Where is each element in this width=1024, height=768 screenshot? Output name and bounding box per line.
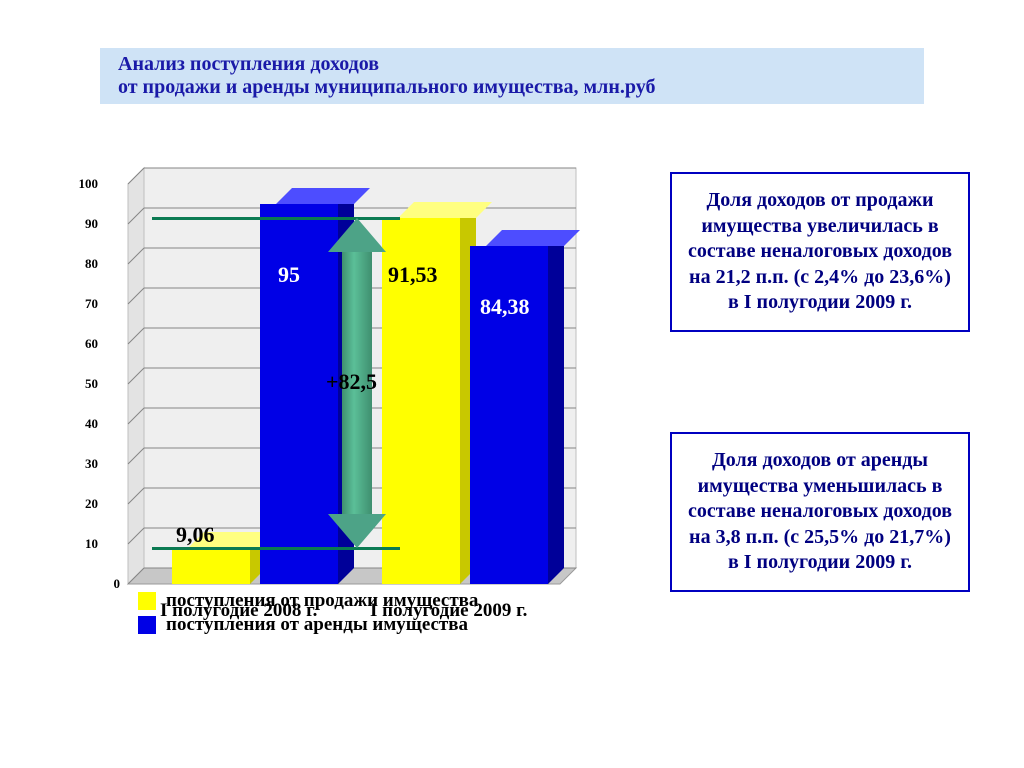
delta-label: +82,5 [326,369,377,395]
value-label: 95 [278,262,300,288]
legend-label: поступления от продажи имущества [166,590,478,612]
info-box-rent-share: Доля доходов от аренды имущества уменьши… [670,432,970,592]
value-label: 91,53 [388,262,438,288]
info-box-sales-share: Доля доходов от продажи имущества увелич… [670,172,970,332]
value-label: 84,38 [480,294,530,320]
info-box-text: Доля доходов от аренды имущества уменьши… [688,449,952,573]
y-tick-label: 0 [90,576,120,592]
y-tick-label: 80 [68,256,98,272]
title-block: Анализ поступления доходов от продажи и … [100,48,924,104]
y-tick-label: 40 [68,416,98,432]
y-tick-label: 70 [68,296,98,312]
title-line2: от продажи и аренды муниципального имуще… [118,76,906,99]
plot-area: 0102030405060708090100I полугодие 2008 г… [80,140,616,620]
legend-item: поступления от продажи имущества [138,590,538,612]
y-tick-label: 50 [68,376,98,392]
title-line1: Анализ поступления доходов [118,53,906,76]
legend-item: поступления от аренды имущества [138,614,538,636]
y-tick-label: 60 [68,336,98,352]
y-tick-label: 100 [68,176,98,192]
y-tick-label: 30 [68,456,98,472]
y-tick-label: 20 [68,496,98,512]
legend-swatch [138,592,156,610]
y-tick-label: 90 [68,216,98,232]
legend: поступления от продажи имуществапоступле… [138,590,538,638]
y-tick-label: 10 [68,536,98,552]
legend-label: поступления от аренды имущества [166,614,468,636]
value-label: 9,06 [176,522,215,548]
info-box-text: Доля доходов от продажи имущества увелич… [688,189,952,313]
bar-sales [172,548,250,584]
legend-swatch [138,616,156,634]
